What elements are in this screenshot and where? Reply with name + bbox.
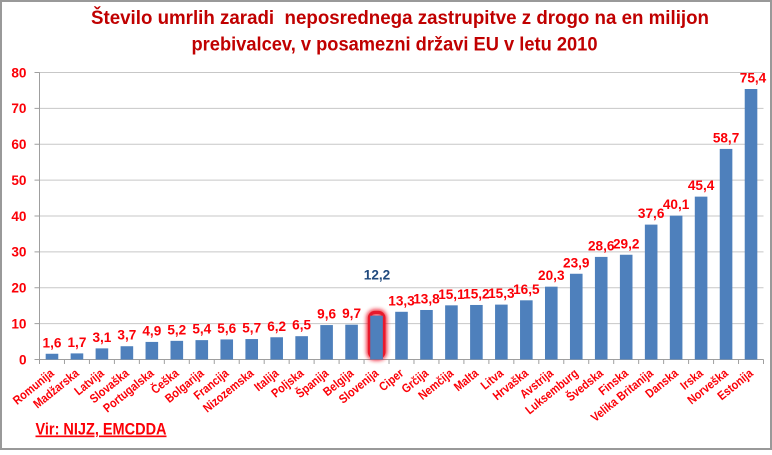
svg-text:6,5: 6,5 <box>292 318 311 333</box>
svg-text:Vir: NIJZ, EMCDDA: Vir: NIJZ, EMCDDA <box>36 420 167 439</box>
svg-text:60: 60 <box>11 137 26 152</box>
svg-text:9,7: 9,7 <box>342 306 361 321</box>
svg-text:15,2: 15,2 <box>463 286 490 301</box>
svg-text:30: 30 <box>11 245 26 260</box>
svg-text:50: 50 <box>11 173 26 188</box>
svg-text:5,7: 5,7 <box>242 321 261 336</box>
svg-text:15,1: 15,1 <box>438 287 465 302</box>
svg-text:23,9: 23,9 <box>563 255 590 270</box>
svg-text:40,1: 40,1 <box>663 197 690 212</box>
svg-text:6,2: 6,2 <box>267 319 286 334</box>
svg-text:5,6: 5,6 <box>217 321 236 336</box>
svg-text:37,6: 37,6 <box>638 206 665 221</box>
svg-text:12,2: 12,2 <box>364 268 391 283</box>
svg-text:15,3: 15,3 <box>488 286 515 301</box>
svg-text:3,7: 3,7 <box>117 328 136 343</box>
svg-text:9,6: 9,6 <box>317 307 336 322</box>
svg-text:prebivalcev, v posamezni držav: prebivalcev, v posamezni državi EU v let… <box>192 34 598 55</box>
svg-text:13,3: 13,3 <box>388 293 415 308</box>
svg-text:20,3: 20,3 <box>538 268 565 283</box>
svg-text:10: 10 <box>11 316 26 331</box>
svg-text:0: 0 <box>19 352 27 367</box>
svg-text:5,4: 5,4 <box>192 322 211 337</box>
svg-text:28,6: 28,6 <box>588 238 615 253</box>
svg-text:3,1: 3,1 <box>92 330 111 345</box>
svg-text:80: 80 <box>11 65 26 80</box>
svg-text:75,4: 75,4 <box>740 71 767 86</box>
svg-text:4,9: 4,9 <box>142 323 161 338</box>
svg-text:29,2: 29,2 <box>613 236 640 251</box>
svg-text:16,5: 16,5 <box>513 282 540 297</box>
svg-text:70: 70 <box>11 101 26 116</box>
svg-text:58,7: 58,7 <box>713 130 739 145</box>
svg-text:5,2: 5,2 <box>167 322 186 337</box>
svg-text:40: 40 <box>11 209 26 224</box>
svg-text:45,4: 45,4 <box>688 178 715 193</box>
svg-text:Število umrlih zaradi neposre: Število umrlih zaradi neposrednega zastr… <box>91 7 709 29</box>
svg-text:13,8: 13,8 <box>413 291 440 306</box>
svg-text:20: 20 <box>11 281 26 296</box>
svg-text:1,7: 1,7 <box>67 335 86 350</box>
svg-text:1,6: 1,6 <box>43 335 62 350</box>
